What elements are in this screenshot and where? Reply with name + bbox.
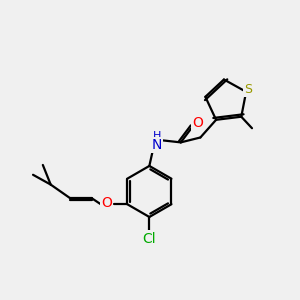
Text: Cl: Cl <box>142 232 156 246</box>
Text: O: O <box>101 196 112 210</box>
Text: S: S <box>244 83 252 96</box>
Text: N: N <box>152 138 162 152</box>
Text: O: O <box>192 116 203 130</box>
Text: H: H <box>153 131 161 142</box>
